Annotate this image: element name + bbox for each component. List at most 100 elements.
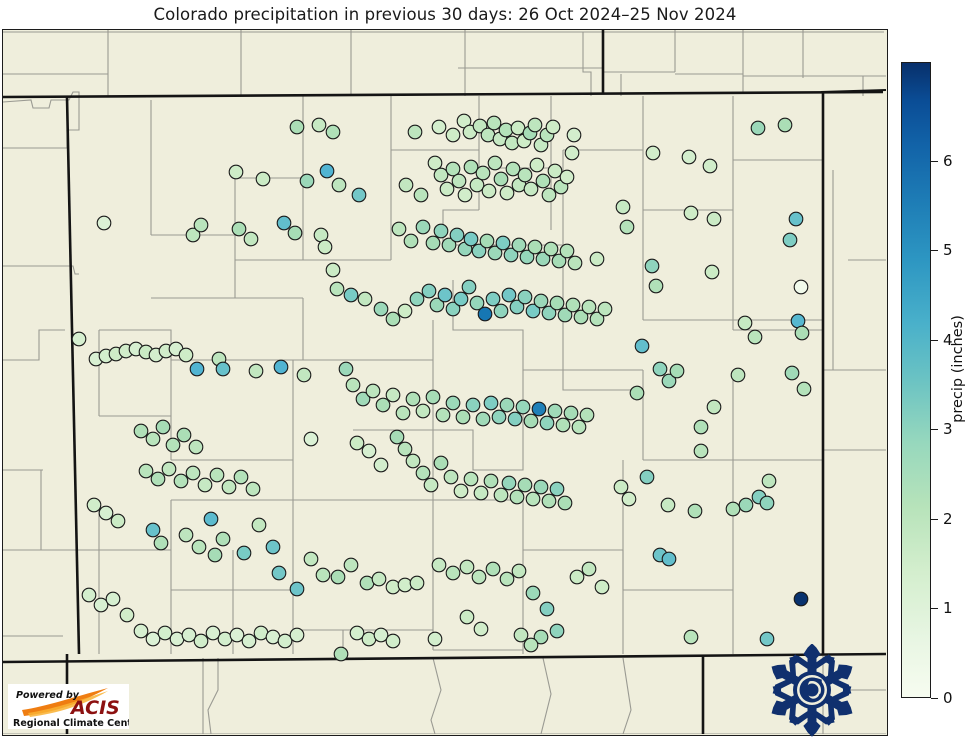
station-marker <box>469 177 485 193</box>
colorbar[interactable]: 0 1 2 3 4 5 6 <box>901 62 953 707</box>
station-marker <box>319 163 335 179</box>
station-marker <box>437 287 453 303</box>
station-marker <box>178 527 194 543</box>
station-marker <box>706 211 722 227</box>
station-marker <box>483 395 499 411</box>
station-marker <box>207 547 223 563</box>
station-marker <box>435 407 451 423</box>
state-boundaries <box>3 30 886 734</box>
station-marker <box>566 127 582 143</box>
station-marker <box>433 223 449 239</box>
station-marker <box>529 157 545 173</box>
station-marker <box>551 253 567 269</box>
station-marker <box>569 569 585 585</box>
station-marker <box>503 247 519 263</box>
station-marker <box>96 215 112 231</box>
colorbar-tick-mark <box>931 608 938 610</box>
station-marker <box>150 471 166 487</box>
station-marker <box>571 419 587 435</box>
station-marker <box>473 621 489 637</box>
station-marker <box>511 237 527 253</box>
station-marker <box>539 415 555 431</box>
station-marker <box>525 491 541 507</box>
station-marker <box>661 551 677 567</box>
station-marker <box>421 283 437 299</box>
station-marker <box>289 581 305 597</box>
station-marker <box>425 389 441 405</box>
station-marker <box>445 161 461 177</box>
colorbar-tick-label: 0 <box>943 689 953 707</box>
colorbar-tick-label: 6 <box>943 151 953 170</box>
station-marker <box>178 347 194 363</box>
station-marker <box>231 221 247 237</box>
station-marker <box>693 419 709 435</box>
station-marker <box>777 117 793 133</box>
station-marker <box>463 231 479 247</box>
station-marker <box>415 403 431 419</box>
station-marker <box>133 423 149 439</box>
station-marker <box>531 401 547 417</box>
station-marker <box>241 633 257 649</box>
station-marker <box>539 601 555 617</box>
station-marker <box>221 479 237 495</box>
station-marker <box>397 441 413 457</box>
station-marker <box>793 279 809 295</box>
station-marker <box>535 251 551 267</box>
station-marker <box>405 453 421 469</box>
station-marker <box>161 461 177 477</box>
colorbar-gradient <box>901 62 931 698</box>
station-marker <box>725 501 741 517</box>
station-marker <box>86 497 102 513</box>
station-marker <box>427 155 443 171</box>
station-marker <box>549 623 565 639</box>
station-marker <box>661 373 677 389</box>
station-marker <box>299 173 315 189</box>
station-marker <box>519 249 535 265</box>
colorado-map <box>3 30 886 734</box>
station-marker <box>557 307 573 323</box>
station-marker <box>469 295 485 311</box>
station-markers <box>71 113 812 662</box>
station-marker <box>495 235 511 251</box>
station-marker <box>493 303 509 319</box>
station-marker <box>153 535 169 551</box>
station-marker <box>541 187 557 203</box>
station-marker <box>373 627 389 643</box>
station-marker <box>759 631 775 647</box>
station-marker <box>289 627 305 643</box>
station-marker <box>457 187 473 203</box>
station-marker <box>311 117 327 133</box>
station-marker <box>461 279 477 295</box>
station-marker <box>704 264 720 280</box>
station-marker <box>228 164 244 180</box>
station-marker <box>597 301 613 317</box>
station-marker <box>523 413 539 429</box>
colorbar-tick-label: 3 <box>943 420 953 439</box>
station-marker <box>517 289 533 305</box>
station-marker <box>443 469 459 485</box>
station-marker <box>491 409 507 425</box>
station-marker <box>567 255 583 271</box>
station-marker <box>93 597 109 613</box>
station-marker <box>499 397 515 413</box>
station-marker <box>425 235 441 251</box>
station-marker <box>463 471 479 487</box>
station-marker <box>296 367 312 383</box>
station-marker <box>229 627 245 643</box>
station-marker <box>215 361 231 377</box>
station-marker <box>338 361 354 377</box>
station-marker <box>385 311 401 327</box>
station-marker <box>761 473 777 489</box>
station-marker <box>191 539 207 555</box>
station-marker <box>355 391 371 407</box>
station-marker <box>145 631 161 647</box>
station-marker <box>782 232 798 248</box>
station-marker <box>747 329 763 345</box>
station-marker <box>541 305 557 321</box>
station-marker <box>557 495 573 511</box>
station-marker <box>465 397 481 413</box>
station-marker <box>271 565 287 581</box>
station-marker <box>499 185 515 201</box>
station-marker <box>589 251 605 267</box>
